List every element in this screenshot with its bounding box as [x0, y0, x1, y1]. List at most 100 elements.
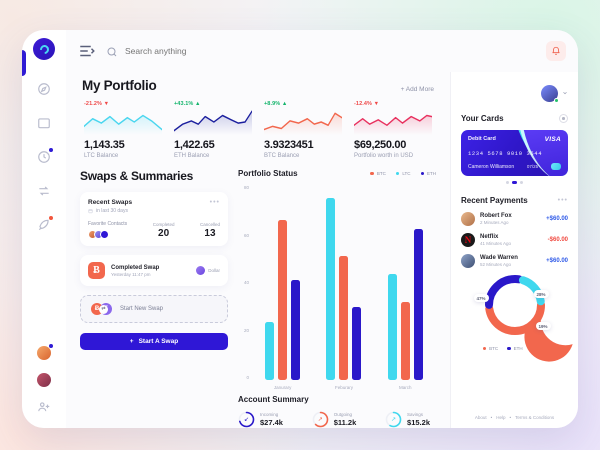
avatar-2[interactable] [37, 373, 51, 387]
card-chip-icon [550, 163, 561, 170]
balance-value: 1,143.35 [84, 139, 125, 151]
account-summary: Account Summary ↙ Incoming $27.4k ↗ Outgoing… [238, 395, 436, 428]
start-a-swap-button[interactable]: + Start A Swap [80, 333, 228, 350]
bar-btc[interactable] [278, 220, 288, 380]
add-more-link[interactable]: + Add More [400, 86, 434, 93]
payments-list: Robert Fox 2 Minutes Ago +$60.00 N Netflix 41… [461, 212, 568, 268]
portfolio-card[interactable]: -21.2% ▼ 1,143.35 LTC Balance [80, 101, 166, 159]
progress-ring: ↗ [312, 411, 329, 428]
y-tick: 40 [243, 280, 249, 285]
brand-logo[interactable] [33, 38, 55, 60]
balance-value: 1,422.65 [174, 139, 215, 151]
portfolio-card[interactable]: +43.1% ▲ 1,422.65 ETH Balance [170, 101, 256, 159]
payment-amount: -$60.00 [547, 237, 568, 243]
arrow-icon: ↗ [391, 417, 397, 423]
recent-payments: Recent Payments ••• Robert Fox 2 Minutes … [461, 196, 568, 268]
bar-btc[interactable] [339, 255, 349, 380]
search-bar[interactable] [106, 45, 536, 57]
arrow-down-icon: ▼ [103, 101, 110, 107]
legend-label: BTC [376, 171, 386, 176]
compass-icon[interactable] [37, 82, 51, 96]
account-summary-item[interactable]: ↙ Incoming $27.4k [238, 411, 283, 428]
donut-center-icon [511, 306, 573, 362]
donut-svg [484, 275, 545, 335]
bar-eth[interactable] [291, 280, 301, 380]
allocation-donut-chart: 47% 28% 19% [461, 275, 573, 362]
favorite-contacts[interactable] [88, 230, 127, 239]
bar-btc[interactable] [400, 302, 410, 380]
payment-row[interactable]: Robert Fox 2 Minutes Ago +$60.00 [461, 212, 568, 226]
bar-eth[interactable] [413, 229, 423, 380]
legend-item-btc[interactable]: BTC [370, 171, 386, 176]
payment-name: Robert Fox [480, 213, 512, 219]
clock-icon[interactable] [37, 148, 53, 164]
footer-link[interactable]: Help [496, 415, 506, 420]
notification-button[interactable] [546, 41, 566, 61]
bar-eth[interactable] [352, 306, 362, 380]
folder-icon[interactable] [37, 116, 51, 130]
balance-label: LTC Balance [84, 153, 119, 159]
stat-label: Completed [152, 222, 175, 227]
sparkline [84, 109, 162, 135]
recent-swaps-menu[interactable]: ••• [209, 199, 220, 206]
avatar-1[interactable] [37, 344, 53, 360]
recent-swaps-card[interactable]: Recent Swaps in last 30 days ••• [80, 192, 228, 246]
account-summary-item[interactable]: ↗ Savings $15.2k [385, 411, 430, 428]
donut-legend-item-btc[interactable]: BTC [482, 346, 498, 351]
footer-separator: • [490, 415, 493, 420]
charts-column: Portfolio Status BTC LTC ETH 80 60 40 20 0 Jan… [238, 169, 436, 428]
cards-options-button[interactable] [559, 114, 568, 123]
pager-dot[interactable] [512, 181, 517, 184]
portfolio-card[interactable]: -12.4% ▼ $69,250.00 Portfolio worth in USD [350, 101, 436, 159]
bar-group: Feburary [326, 185, 362, 390]
swap-arrows-icon: ⇄ [99, 304, 108, 314]
payment-time: 2 Minutes Ago [480, 220, 509, 225]
arrow-icon: ↙ [243, 417, 250, 423]
bar-ltc[interactable] [265, 322, 275, 380]
bar-ltc[interactable] [326, 198, 336, 380]
pager-dot[interactable] [520, 181, 523, 184]
payments-menu[interactable]: ••• [557, 197, 568, 204]
start-a-swap-label: Start A Swap [138, 338, 179, 345]
transfer-icon[interactable] [37, 184, 51, 198]
legend-item-eth[interactable]: ETH [420, 171, 436, 176]
legend-label: ETH [513, 346, 523, 351]
bar-ltc[interactable] [387, 273, 397, 380]
legend-label: LTC [402, 171, 411, 176]
start-new-swap-dropzone[interactable]: Ƀ ⇄ Ξ Start New Swap [80, 295, 228, 323]
bitcoin-icon: Ƀ [88, 262, 105, 279]
rocket-icon[interactable] [37, 216, 53, 232]
card-pager[interactable] [461, 181, 568, 184]
footer-link[interactable]: About [474, 415, 487, 420]
completed-swap-card[interactable]: Ƀ Completed Swap Yesterday 11:47 pm Doll… [80, 255, 228, 286]
user-avatar[interactable] [541, 84, 559, 103]
favorite-avatar[interactable] [100, 230, 109, 239]
payment-row[interactable]: Wade Warren 52 Minutes Ago +$60.00 [461, 254, 568, 268]
account-summary-item[interactable]: ↗ Outgoing $11.2k [312, 411, 356, 428]
balance-label: BTC Balance [264, 153, 300, 159]
portfolio-card[interactable]: +8.9% ▲ 3.9323451 BTC Balance [260, 101, 346, 159]
pager-dot[interactable] [506, 181, 509, 184]
legend-item-ltc[interactable]: LTC [395, 171, 411, 176]
add-user-icon[interactable] [37, 400, 51, 414]
search-input[interactable] [125, 46, 275, 56]
sparkline [174, 109, 252, 135]
summary-label: Savings [407, 412, 424, 417]
y-tick: 60 [243, 232, 249, 238]
x-tick-label: Janurary [273, 385, 292, 390]
footer-link[interactable]: Terms & Conditions [515, 415, 555, 420]
balance-label: ETH Balance [174, 153, 210, 159]
debit-card[interactable]: VISA Debit Card 1234 5678 9010 3544 Came… [461, 130, 568, 176]
payment-row[interactable]: N Netflix 41 Minutes Ago -$60.00 [461, 233, 568, 247]
progress-ring: ↗ [385, 411, 402, 428]
swap-pair-icons: Ƀ ⇄ Ξ [91, 303, 112, 315]
favorites-label: Favorite Contacts [88, 221, 128, 227]
chevron-down-icon[interactable] [562, 90, 568, 96]
payment-time: 41 Minutes Ago [480, 241, 512, 246]
donut-legend-item-eth[interactable]: ETH [507, 346, 523, 351]
arrow-down-icon: ▼ [373, 101, 380, 107]
active-nav-marker [22, 50, 26, 76]
y-tick: 20 [243, 327, 249, 333]
balance-value: 3.9323451 [264, 139, 314, 151]
menu-icon[interactable] [78, 44, 96, 58]
